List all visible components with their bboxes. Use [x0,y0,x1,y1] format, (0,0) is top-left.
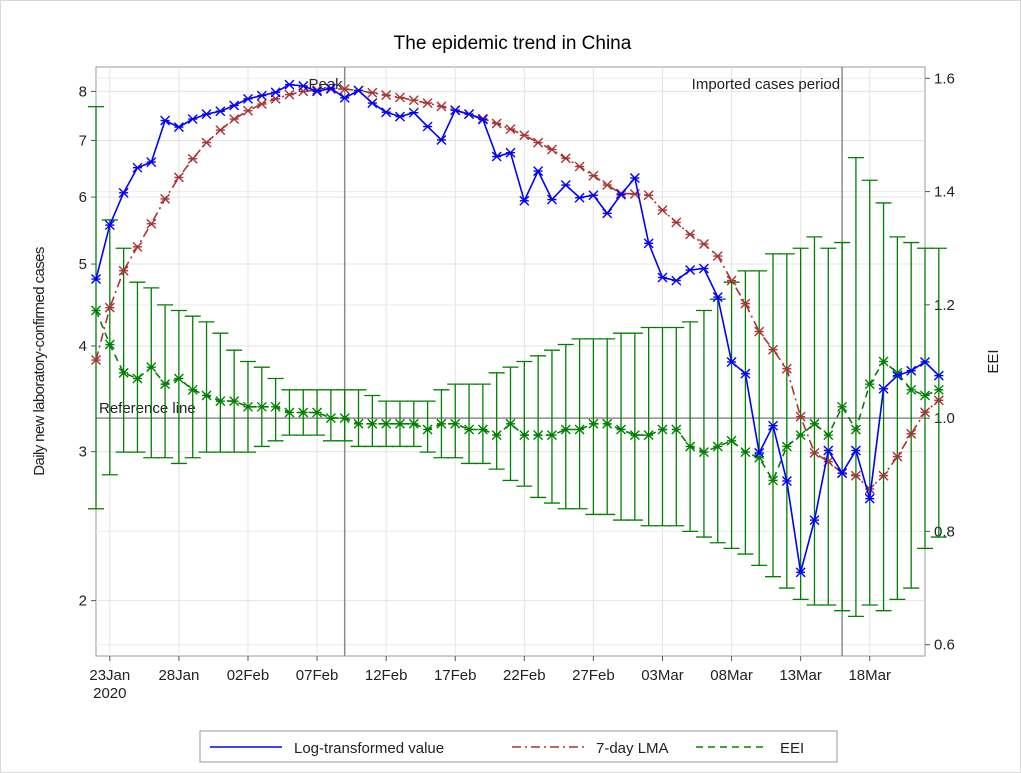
y2-tick-label: 1.6 [934,70,955,87]
legend-log-value-label: Log-transformed value [294,740,444,757]
y-tick-label: 4 [79,338,87,355]
y-tick-label: 3 [79,444,87,461]
eei-series [91,305,944,486]
reference-line-label: Reference line [99,400,196,417]
x-tick-label: 23Jan [89,667,130,684]
x-tick-label: 27Feb [572,667,615,684]
x-tick-label: 28Jan [158,667,199,684]
x-tick-label: 08Mar [710,667,753,684]
chart-title: The epidemic trend in China [394,33,632,54]
y2-axis-title: EEI [985,349,1002,373]
x-tick-label: 22Feb [503,667,546,684]
log-value-line [95,83,940,573]
legend: Log-transformed value 7-day LMA EEI [199,730,838,763]
y2-tick-label: 0.8 [934,523,955,540]
axes [91,77,930,661]
legend-eei-label: EEI [780,740,804,757]
y-tick-label: 6 [79,189,87,206]
x-tick-label: 2020 [93,685,126,702]
imported-cases-label: Imported cases period [692,76,840,93]
y-tick-label: 7 [79,132,87,149]
y-axis-title: Daily new laboratory-confirmed cases [31,247,48,476]
log-value-series [91,79,944,578]
y-tick-label: 2 [79,593,87,610]
x-tick-label: 13Mar [779,667,822,684]
y2-tick-label: 1.0 [934,410,955,427]
x-tick-label: 17Feb [434,667,477,684]
y2-tick-label: 1.2 [934,297,955,314]
y-tick-label: 5 [79,256,87,273]
y2-tick-label: 1.4 [934,184,955,201]
eei-error-bars [88,105,947,618]
y-tick-label: 8 [79,83,87,100]
x-tick-label: 18Mar [848,667,891,684]
x-tick-label: 07Feb [296,667,339,684]
x-tick-label: 03Mar [641,667,684,684]
x-tick-label: 12Feb [365,667,408,684]
legend-lma-label: 7-day LMA [596,740,669,757]
y2-tick-label: 0.6 [934,637,955,654]
x-tick-label: 02Feb [227,667,270,684]
